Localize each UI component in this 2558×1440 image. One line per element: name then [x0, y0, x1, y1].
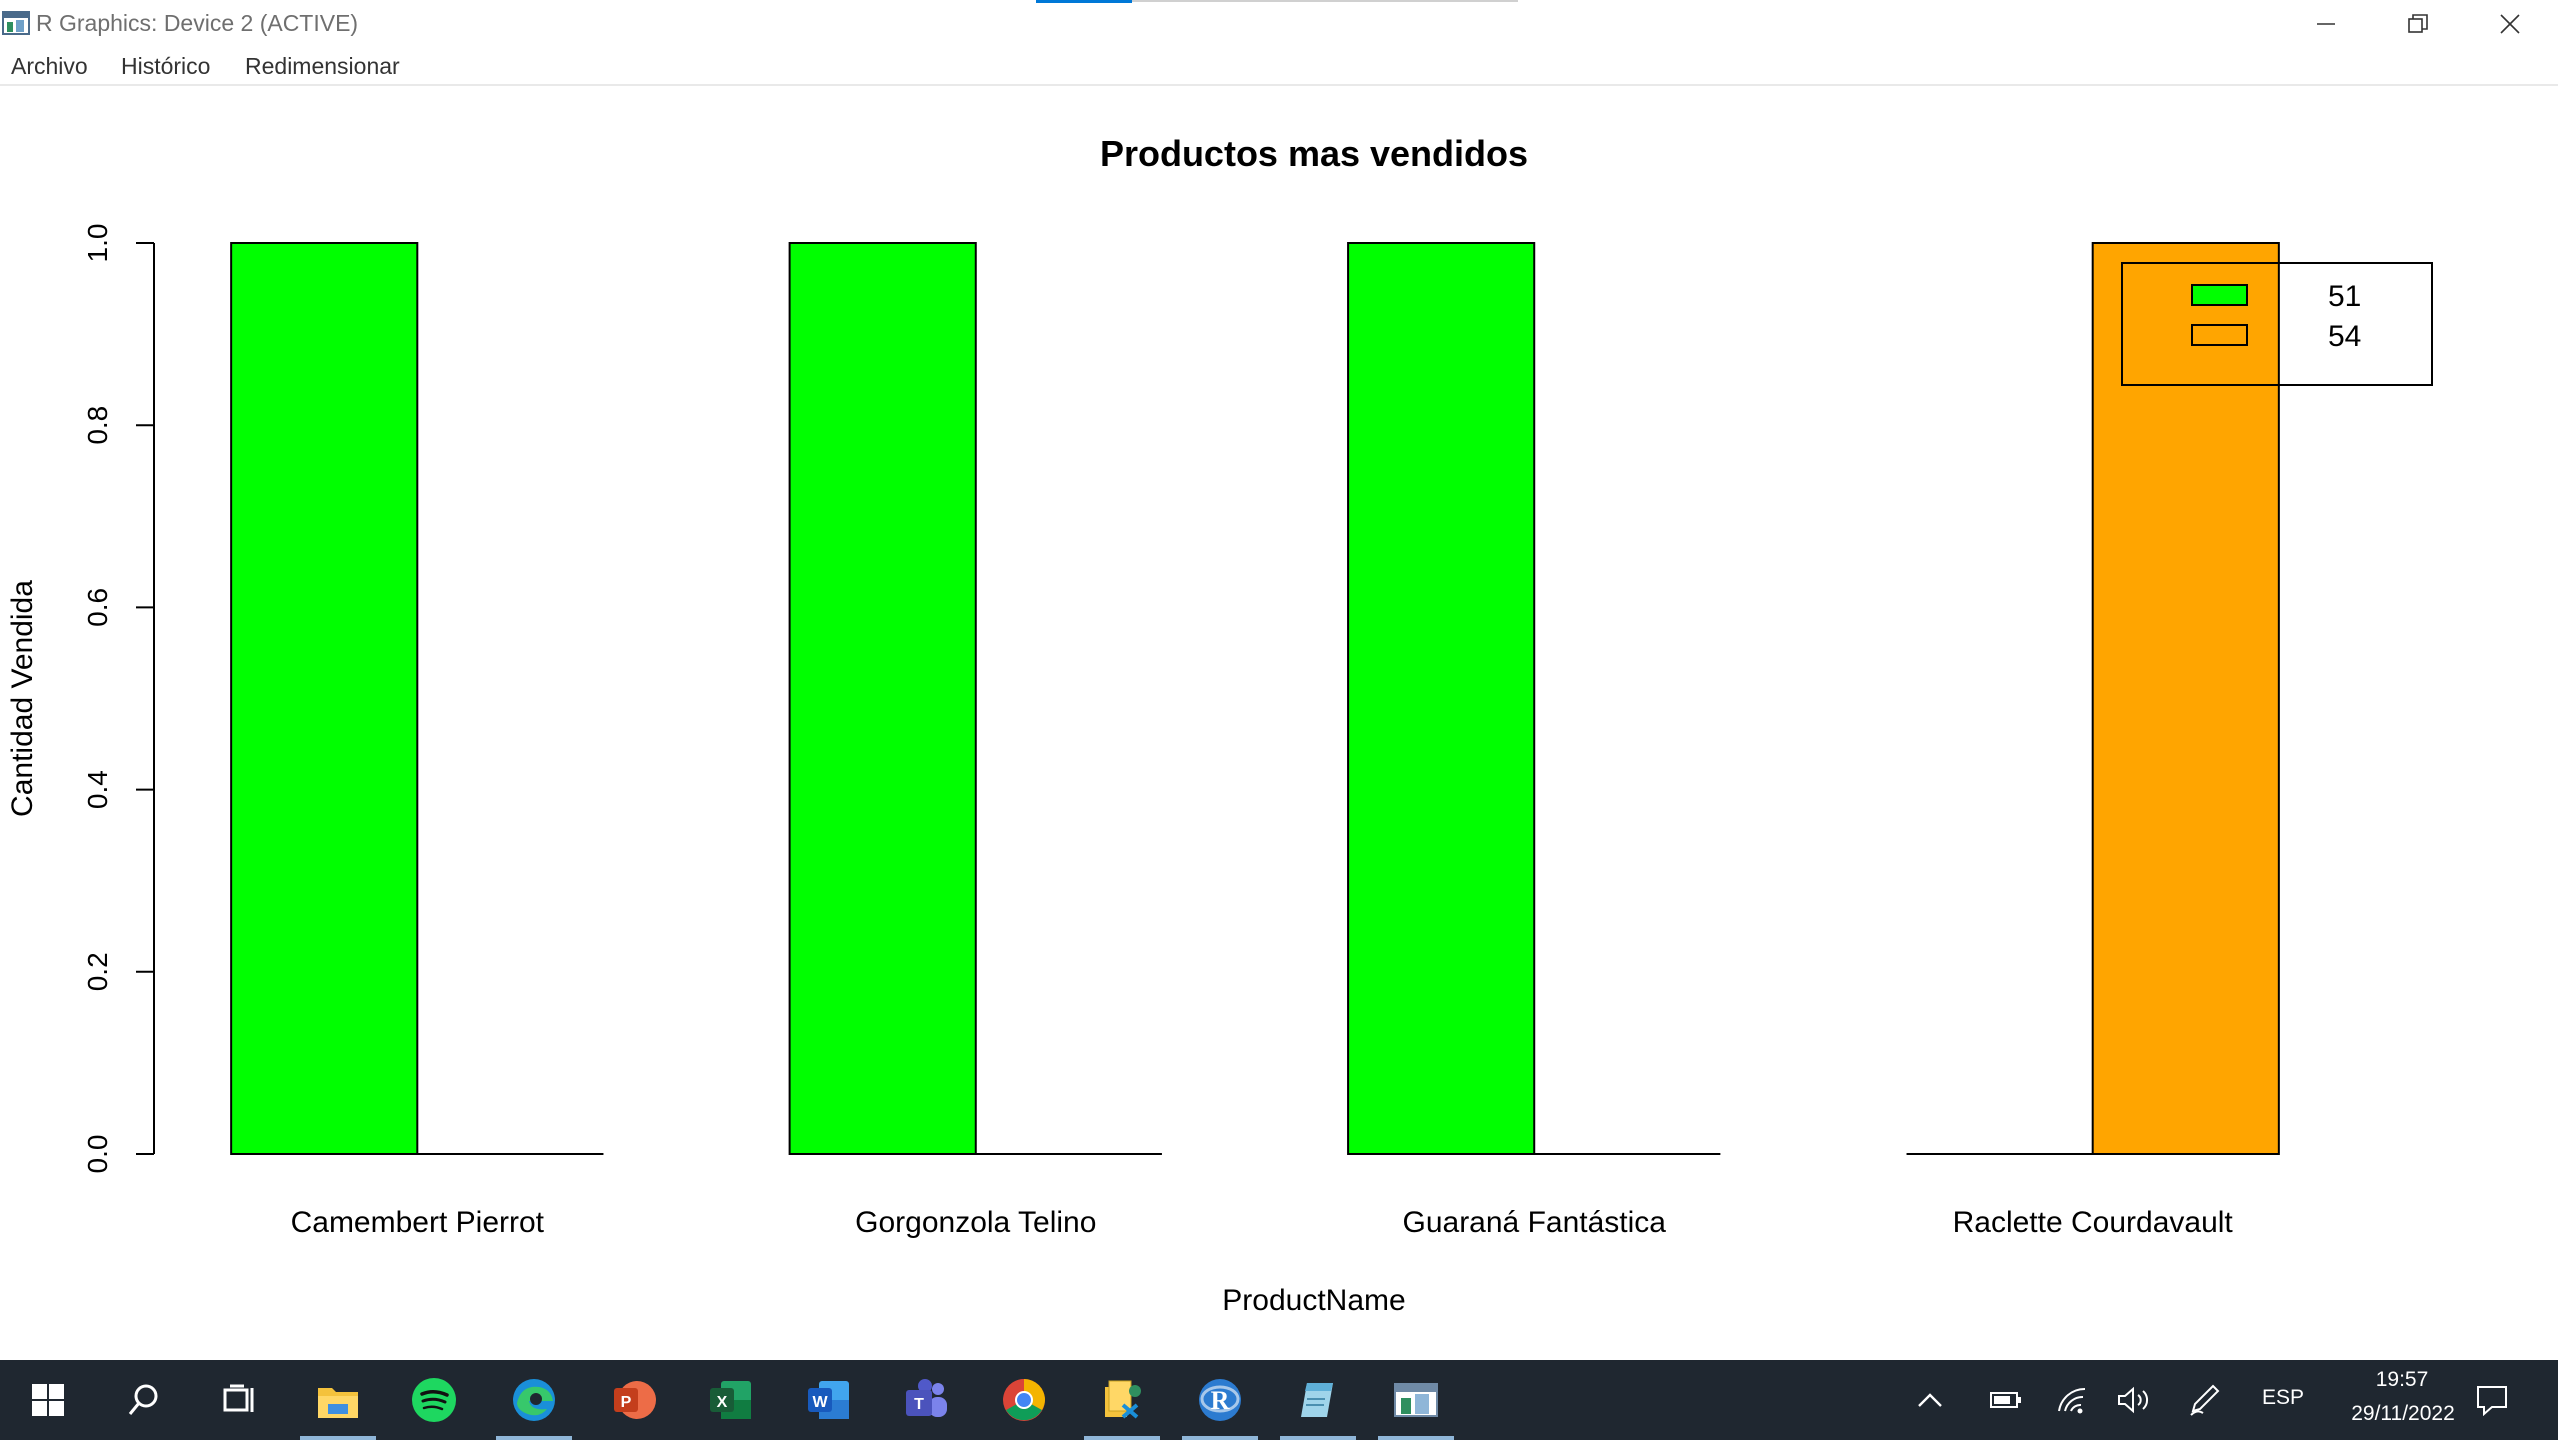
taskbar-r-graphics[interactable]	[1368, 1360, 1464, 1440]
pen-icon	[2190, 1384, 2220, 1416]
start-button[interactable]	[0, 1360, 96, 1440]
r-graphics-icon	[1394, 1383, 1438, 1417]
restore-button[interactable]	[2372, 0, 2464, 48]
svg-text:R: R	[1211, 1386, 1230, 1415]
legend-swatch-54	[2191, 324, 2248, 346]
x-tick-label: Camembert Pierrot	[291, 1206, 545, 1239]
teams-icon: T	[906, 1379, 947, 1417]
close-button[interactable]	[2464, 0, 2556, 48]
file-explorer-icon	[318, 1388, 358, 1418]
taskbar-edge[interactable]	[486, 1360, 582, 1440]
tray-battery[interactable]	[1976, 1360, 2036, 1440]
svg-text:X: X	[717, 1394, 728, 1411]
title-bar: R Graphics: Device 2 (ACTIVE)	[0, 0, 2558, 48]
legend-label: 54	[2328, 320, 2361, 353]
legend-swatch-51	[2191, 284, 2248, 306]
spotify-icon	[412, 1378, 456, 1422]
y-tick-label: 1.0	[82, 224, 113, 263]
taskbar-chrome[interactable]	[976, 1360, 1072, 1440]
tray-pen[interactable]	[2174, 1360, 2234, 1440]
taskbar-spotify[interactable]	[386, 1360, 482, 1440]
menu-archivo[interactable]: Archivo	[11, 53, 88, 79]
minimize-button[interactable]	[2280, 0, 2372, 48]
bar-51	[788, 242, 977, 1155]
tray-time[interactable]: 19:57	[2375, 1368, 2429, 1391]
notification-icon	[2477, 1386, 2507, 1416]
bar-chart: Productos mas vendidos 0.0 0.2 0.4 0.6 0.8 1.0…	[6, 133, 2433, 1317]
word-icon: W	[808, 1381, 849, 1419]
y-tick-label: 0.6	[82, 588, 113, 627]
task-view-button[interactable]	[192, 1360, 288, 1440]
notepad-icon	[1301, 1383, 1333, 1417]
r-icon: R	[1199, 1379, 1241, 1421]
chevron-up-icon	[1918, 1393, 1942, 1407]
y-tick-label: 0.8	[82, 406, 113, 445]
windows-start-icon	[32, 1384, 64, 1416]
chart-title: Productos mas vendidos	[1100, 133, 1528, 174]
y-tick-label: 0.2	[82, 952, 113, 991]
title-accent-line	[1036, 0, 1132, 3]
legend-box	[2121, 262, 2433, 386]
task-view-icon	[223, 1384, 254, 1412]
taskbar-excel[interactable]: X	[682, 1360, 778, 1440]
edge-icon	[513, 1379, 555, 1421]
bar-51	[230, 242, 419, 1155]
bar-51	[1347, 242, 1536, 1155]
y-axis-label: Cantidad Vendida	[6, 580, 39, 817]
battery-icon	[1990, 1392, 2021, 1408]
taskbar-powerpoint[interactable]: P	[586, 1360, 682, 1440]
tray-show-hidden-button[interactable]	[1900, 1360, 1960, 1440]
taskbar-database-tool[interactable]	[1074, 1360, 1170, 1440]
tray-language[interactable]: ESP	[2262, 1386, 2305, 1409]
tray-date[interactable]: 29/11/2022	[2351, 1402, 2455, 1425]
excel-icon: X	[710, 1381, 751, 1419]
x-tick-label: Raclette Courdavault	[1953, 1206, 2234, 1239]
x-tick-label: Guaraná Fantástica	[1402, 1206, 1666, 1239]
taskbar-word[interactable]: W	[780, 1360, 876, 1440]
powerpoint-icon: P	[614, 1381, 656, 1419]
menu-redimensionar[interactable]: Redimensionar	[245, 53, 400, 79]
title-divider-line	[1132, 0, 1518, 2]
r-graphics-app-icon	[2, 11, 30, 35]
tray-volume[interactable]	[2104, 1360, 2164, 1440]
close-icon	[2500, 14, 2520, 34]
search-button[interactable]	[96, 1360, 192, 1440]
action-center-button[interactable]	[2462, 1360, 2522, 1440]
y-tick-label: 0.0	[82, 1135, 113, 1174]
tray-network[interactable]	[2042, 1360, 2102, 1440]
database-tool-icon	[1105, 1380, 1141, 1419]
taskbar-teams[interactable]: T	[878, 1360, 974, 1440]
wifi-icon	[2058, 1387, 2086, 1414]
minimize-icon	[2317, 23, 2335, 25]
search-icon	[128, 1384, 158, 1415]
restore-icon	[2408, 14, 2428, 33]
volume-icon	[2118, 1386, 2149, 1414]
bar-54	[2091, 242, 2280, 1155]
svg-text:T: T	[914, 1396, 924, 1413]
legend-label: 51	[2328, 280, 2361, 313]
x-tick-label: Gorgonzola Telino	[855, 1206, 1096, 1239]
menu-historico[interactable]: Histórico	[121, 53, 211, 79]
menu-bar: Archivo Histórico Redimensionar	[0, 48, 2558, 86]
taskbar-r[interactable]: R	[1172, 1360, 1268, 1440]
y-tick-label: 0.4	[82, 770, 113, 809]
svg-text:W: W	[812, 1394, 828, 1411]
window-title: R Graphics: Device 2 (ACTIVE)	[36, 10, 359, 36]
taskbar: P X W T	[0, 1360, 2558, 1440]
taskbar-notepad[interactable]	[1270, 1360, 1366, 1440]
svg-text:P: P	[621, 1394, 632, 1411]
taskbar-file-explorer[interactable]	[290, 1360, 386, 1440]
chrome-icon	[1003, 1379, 1045, 1421]
x-axis-label: ProductName	[1222, 1284, 1405, 1317]
